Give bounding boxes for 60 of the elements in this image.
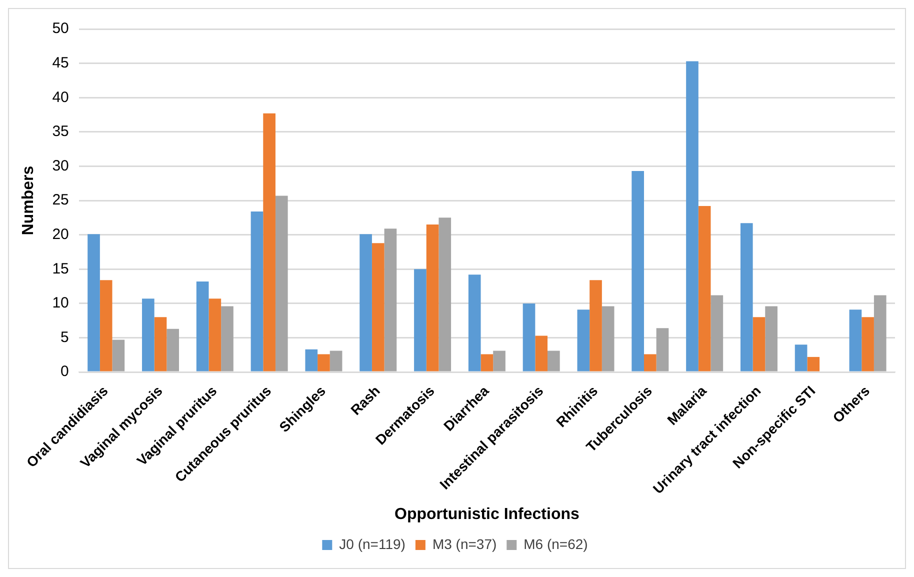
bar (330, 350, 342, 372)
bar (384, 228, 397, 372)
bar (577, 310, 590, 372)
bar (698, 206, 711, 372)
legend-label: M3 (n=37) (432, 536, 497, 552)
bar (590, 280, 602, 372)
bar (644, 354, 656, 372)
bar (632, 171, 644, 372)
bar (807, 356, 820, 372)
bar (686, 61, 698, 372)
y-tick-label: 5 (60, 328, 69, 346)
y-tick-label: 50 (52, 20, 69, 38)
y-tick-label: 15 (52, 260, 69, 278)
bar (318, 354, 330, 372)
bar (250, 212, 264, 372)
bar (493, 350, 506, 372)
y-tick-label: 25 (52, 192, 69, 209)
bar (100, 280, 112, 372)
bar (142, 298, 154, 372)
bar (794, 344, 808, 372)
bar (535, 336, 548, 372)
bar (372, 243, 384, 372)
bar (88, 234, 100, 372)
bar (752, 317, 766, 372)
y-axis-title: Numbers (20, 166, 38, 236)
y-tick-label: 0 (60, 363, 69, 380)
bar (740, 223, 753, 372)
y-tick-label: 35 (52, 123, 69, 140)
legend-label: M6 (n=62) (524, 536, 588, 552)
bar (710, 295, 724, 372)
y-tick-label: 45 (52, 54, 69, 72)
bar (360, 234, 372, 372)
y-tick-label: 30 (52, 157, 69, 174)
bar (305, 349, 318, 372)
bar (765, 306, 778, 372)
y-tick-label: 10 (52, 294, 69, 312)
bar (874, 295, 886, 372)
bar (154, 317, 167, 372)
bar (548, 350, 560, 372)
bar (480, 354, 494, 372)
bar (656, 328, 669, 372)
bar (112, 340, 125, 372)
bar (438, 218, 452, 372)
bar (196, 281, 209, 372)
bar (468, 274, 481, 372)
bar (426, 224, 439, 372)
bar (263, 113, 276, 372)
legend-label: J0 (n=119) (339, 536, 406, 552)
bar (275, 196, 288, 372)
x-axis-title: Opportunistic Infections (394, 506, 580, 523)
bar (522, 303, 536, 372)
bar (414, 269, 426, 372)
y-tick-label: 40 (52, 88, 69, 106)
bar (208, 298, 222, 372)
bar (602, 306, 614, 372)
y-tick-label: 20 (52, 226, 69, 243)
bar (166, 328, 179, 372)
bar (849, 310, 862, 372)
bar (221, 306, 234, 372)
bar (862, 317, 874, 372)
